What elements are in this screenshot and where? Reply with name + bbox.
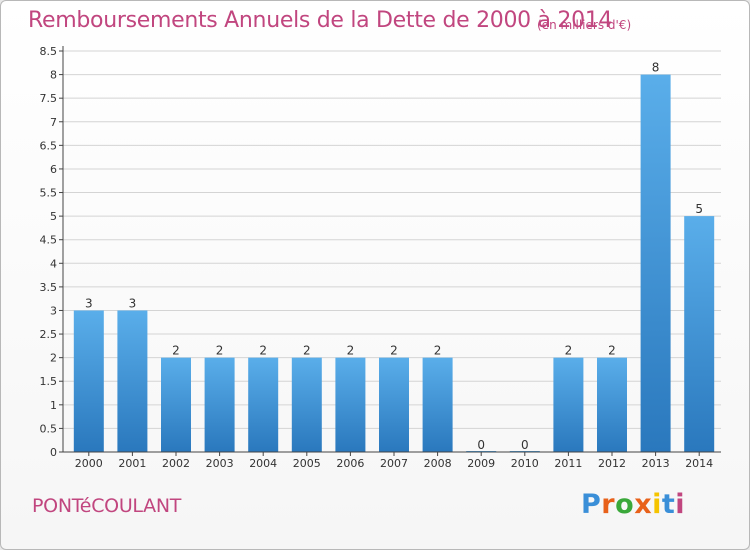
data-label: 2 (390, 344, 398, 358)
y-tick-label: 8.5 (40, 45, 58, 58)
data-label: 0 (477, 438, 485, 452)
data-label: 0 (521, 438, 529, 452)
x-tick-label: 2013 (642, 457, 670, 470)
bar-2002 (161, 357, 191, 452)
bar-2012 (597, 357, 627, 452)
data-label: 3 (129, 296, 137, 310)
data-label: 2 (565, 344, 573, 358)
logo-letter: t (661, 489, 676, 520)
y-tick-label: 7.5 (40, 92, 58, 105)
bar-2008 (422, 357, 453, 452)
x-tick-label: 2014 (685, 457, 713, 470)
proxiti-logo: Proxiti (581, 489, 685, 520)
x-tick-label: 2003 (206, 457, 234, 470)
bar-2011 (553, 357, 584, 452)
y-tick-label: 6 (50, 163, 57, 176)
bar-chart: 0 0.5 1 1.5 2 2.5 3 3.5 4 4.5 5 5.5 6 6.5 7 7.5 8 8.5 2000… (40, 45, 721, 470)
x-tick-label: 2012 (598, 457, 626, 470)
y-tick-label: 8 (50, 69, 57, 82)
x-tick-label: 2009 (467, 457, 495, 470)
data-label: 5 (695, 202, 703, 216)
x-tick-label: 2001 (118, 457, 146, 470)
chart-subtitle: (en milliers d'€) (537, 18, 632, 32)
x-tick-label: 2010 (511, 457, 539, 470)
data-label: 8 (652, 61, 660, 75)
bar-2013 (640, 74, 671, 453)
bar-2005 (291, 357, 322, 452)
y-tick-label: 0 (50, 446, 57, 459)
bar-2001 (117, 310, 148, 452)
y-tick-label: 3.5 (40, 281, 58, 294)
logo-letter: i (652, 489, 662, 520)
y-tick-label: 0.5 (40, 422, 58, 435)
logo-letter: P (581, 489, 602, 520)
y-tick-label: 4.5 (40, 234, 58, 247)
x-tick-label: 2002 (162, 457, 190, 470)
commune-name: PONTéCOULANT (32, 495, 182, 517)
y-tick-label: 2 (50, 352, 57, 365)
y-tick-label: 2.5 (40, 328, 58, 341)
bar-2000 (73, 310, 104, 452)
x-tick-label: 2006 (336, 457, 364, 470)
logo-letter: o (615, 489, 635, 520)
bar-2014 (684, 216, 715, 452)
x-tick-label: 2007 (380, 457, 408, 470)
data-label: 2 (303, 344, 311, 358)
data-label: 3 (85, 296, 93, 310)
bar-2007 (379, 357, 409, 452)
y-tick-label: 7 (50, 116, 57, 129)
bar-2006 (335, 357, 366, 452)
data-label: 2 (259, 344, 267, 358)
y-tick-label: 6.5 (40, 139, 58, 152)
x-tick-label: 2005 (293, 457, 321, 470)
y-tick-label: 3 (50, 304, 57, 317)
data-label: 2 (347, 344, 355, 358)
y-tick-label: 1.5 (40, 375, 58, 388)
data-label: 2 (172, 344, 180, 358)
data-label: 2 (434, 344, 442, 358)
logo-letter: x (634, 489, 653, 520)
x-tick-label: 2011 (554, 457, 582, 470)
logo-letter: r (601, 489, 616, 520)
logo-letter: i (675, 489, 686, 520)
y-tick-label: 1 (50, 399, 57, 412)
y-tick-label: 5.5 (40, 187, 58, 200)
x-tick-label: 2000 (75, 457, 103, 470)
data-label: 2 (216, 344, 224, 358)
x-tick-label: 2008 (424, 457, 452, 470)
y-tick-label: 5 (50, 210, 57, 223)
bar-2004 (248, 357, 279, 452)
data-label: 2 (608, 344, 616, 358)
bar-2003 (204, 357, 235, 452)
y-tick-label: 4 (50, 257, 57, 270)
chart-title: Remboursements Annuels de la Dette de 20… (28, 8, 613, 33)
x-tick-label: 2004 (249, 457, 277, 470)
